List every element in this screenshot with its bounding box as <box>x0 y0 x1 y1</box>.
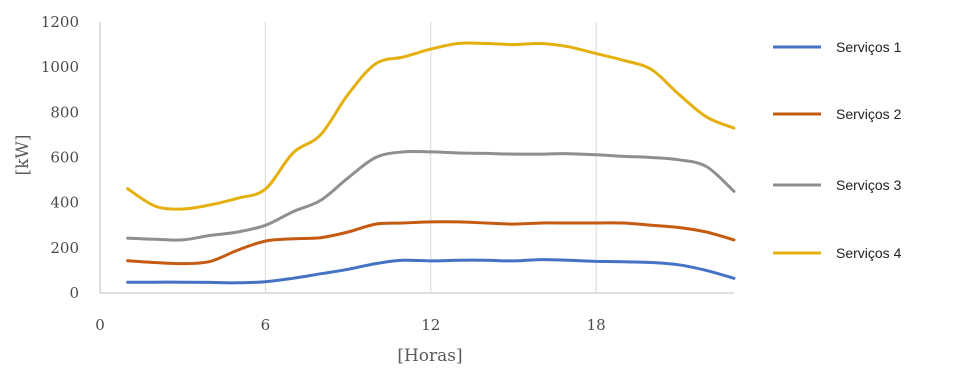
series-lines <box>126 41 736 285</box>
series-line-4 <box>126 41 736 211</box>
grid-lines <box>264 22 597 293</box>
y-axis: 0 200 400 600 800 1000 1200 <box>41 13 101 302</box>
series-line-3 <box>126 149 736 242</box>
legend-label-2: Serviços 2 <box>836 106 902 122</box>
series-line-2 <box>126 220 736 266</box>
legend-label-3: Serviços 3 <box>836 177 902 193</box>
x-tick-label: 0 <box>95 316 105 334</box>
legend-label-1: Serviços 1 <box>836 39 902 55</box>
legend: Serviços 1 Serviços 2 Serviços 3 Serviços 4 <box>773 39 902 261</box>
y-tick-label: 1000 <box>41 58 79 76</box>
y-axis-title: [kW] <box>13 134 33 175</box>
series-line-1 <box>126 258 736 285</box>
y-tick-label: 400 <box>50 194 79 212</box>
x-tick-label: 6 <box>261 316 271 334</box>
x-axis-title: [Horas] <box>397 346 462 366</box>
x-axis: 0 6 12 18 <box>95 292 734 334</box>
y-tick-label: 0 <box>69 284 79 302</box>
legend-label-4: Serviços 4 <box>836 245 902 261</box>
y-tick-label: 200 <box>50 239 79 257</box>
y-tick-label: 600 <box>50 149 79 167</box>
y-tick-label: 800 <box>50 103 79 121</box>
y-tick-label: 1200 <box>41 13 79 31</box>
x-tick-label: 12 <box>421 316 440 334</box>
x-tick-label: 18 <box>587 316 606 334</box>
